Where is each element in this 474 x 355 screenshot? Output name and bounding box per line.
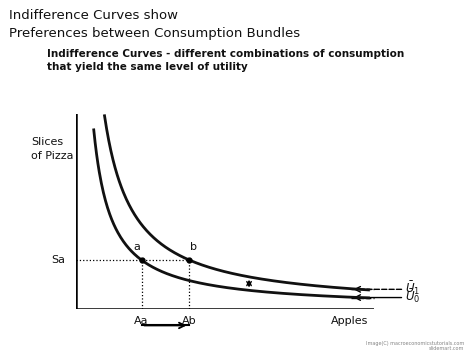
Text: Indifference Curves show: Indifference Curves show [9, 9, 179, 22]
Text: $\bar{U}_0$: $\bar{U}_0$ [405, 287, 420, 305]
Text: that yield the same level of utility: that yield the same level of utility [47, 62, 248, 72]
Text: Slices: Slices [31, 137, 63, 147]
Text: a: a [134, 242, 140, 252]
Text: Indifference Curves - different combinations of consumption: Indifference Curves - different combinat… [47, 49, 405, 59]
Text: Apples: Apples [331, 316, 368, 326]
Text: Ab: Ab [182, 316, 197, 326]
Text: Image(C) macroeconomicstutorials.com
slidemart.com: Image(C) macroeconomicstutorials.com sli… [366, 341, 465, 351]
Text: Sa: Sa [51, 255, 65, 265]
Text: b: b [190, 242, 197, 252]
Text: Preferences between Consumption Bundles: Preferences between Consumption Bundles [9, 27, 301, 40]
Text: Aa: Aa [134, 316, 149, 326]
Text: of Pizza: of Pizza [31, 151, 73, 161]
Text: $\bar{U}_1$: $\bar{U}_1$ [405, 279, 420, 297]
